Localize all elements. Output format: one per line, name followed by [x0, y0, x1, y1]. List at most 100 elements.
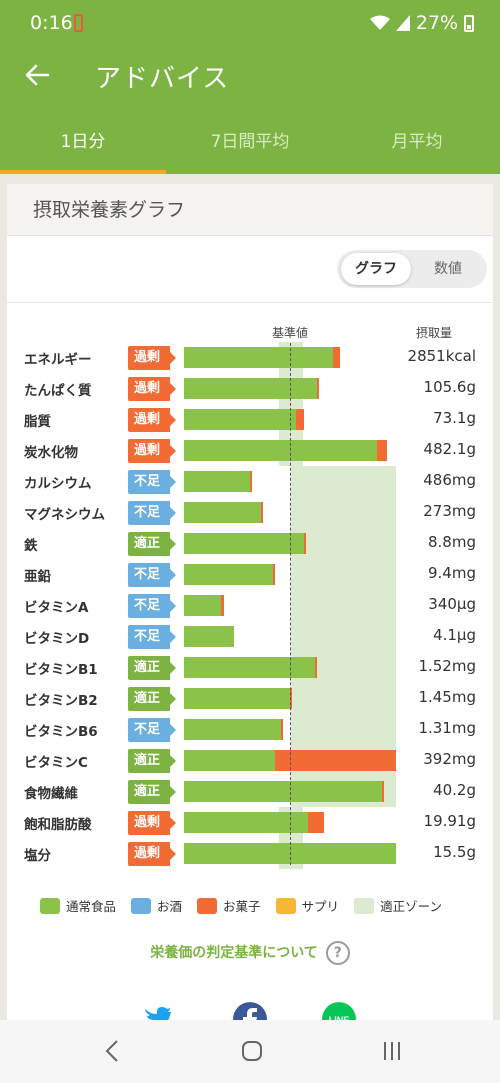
bar-segment-normal-food	[184, 626, 235, 647]
intake-value: 482.1g	[423, 440, 476, 458]
numeric-view-button[interactable]: 数値	[434, 261, 462, 277]
bar-segment-sweets	[332, 347, 341, 368]
legend-label: お酒	[157, 899, 183, 914]
system-nav-bar	[0, 1020, 500, 1083]
tab-monthly-average[interactable]: 月平均	[391, 132, 443, 152]
bar-segment-normal-food	[184, 719, 282, 740]
bar-segment-normal-food	[184, 378, 317, 399]
nutrient-row: ビタミンD 不足 4.1µg	[7, 621, 493, 652]
intake-value: 392mg	[423, 750, 476, 768]
bar-segment-normal-food	[184, 812, 309, 833]
nutrient-row: ビタミンB1 適正 1.52mg	[7, 652, 493, 683]
bar-segment-normal-food	[184, 440, 377, 461]
legend-item-sweets: お菓子	[197, 896, 261, 915]
intake-value: 1.45mg	[418, 688, 476, 706]
nutrient-name: ビタミンD	[24, 631, 90, 647]
bar-segment-normal-food	[184, 750, 275, 771]
status-badge: 適正	[128, 749, 176, 773]
bar-segment-sweets	[308, 812, 325, 833]
intake-value: 105.6g	[423, 378, 476, 396]
legend-swatch	[131, 897, 152, 914]
back-arrow-icon[interactable]	[22, 60, 52, 90]
legend: 通常食品 お酒 お菓子 サプリ 適正ゾーン	[40, 896, 457, 915]
intake-value: 1.31mg	[418, 719, 476, 737]
intake-value: 19.91g	[423, 812, 476, 830]
status-time: 0:16	[30, 12, 73, 34]
tab-seven-day-average[interactable]: 7日間平均	[210, 132, 290, 152]
nutrient-row: マグネシウム 不足 273mg	[7, 497, 493, 528]
badge-arrow	[170, 507, 176, 519]
badge-arrow	[170, 414, 176, 426]
status-badge: 過剰	[128, 811, 176, 835]
intake-bar	[184, 843, 396, 864]
bar-segment-normal-food	[184, 657, 315, 678]
criteria-link[interactable]: 栄養価の判定基準について	[150, 945, 318, 961]
adequate-zone	[291, 559, 396, 590]
status-badge: 過剰	[128, 439, 176, 463]
intake-value: 73.1g	[433, 409, 476, 427]
nutrient-row: 炭水化物 過剰 482.1g	[7, 435, 493, 466]
nutrient-name: たんぱく質	[24, 383, 92, 399]
intake-bar	[184, 502, 264, 523]
badge-arrow	[170, 352, 176, 364]
nutrient-row: ビタミンB2 適正 1.45mg	[7, 683, 493, 714]
nutrient-name: 亜鉛	[24, 569, 51, 585]
legend-label: 適正ゾーン	[380, 899, 442, 914]
criteria-link-row: 栄養価の判定基準について?	[7, 941, 493, 965]
nutrient-name: 鉄	[24, 538, 38, 554]
badge-arrow	[170, 693, 176, 705]
bar-segment-sweets	[316, 378, 319, 399]
adequate-zone	[291, 621, 396, 652]
bar-segment-normal-food	[184, 781, 382, 802]
intake-bar	[184, 812, 325, 833]
legend-label: 通常食品	[66, 899, 117, 914]
nav-home-icon[interactable]	[237, 1038, 267, 1064]
status-badge: 不足	[128, 501, 176, 525]
nutrient-name: ビタミンC	[24, 755, 88, 771]
intake-bar	[184, 657, 317, 678]
legend-item-adequate-zone: 適正ゾーン	[354, 896, 442, 915]
status-badge: 過剰	[128, 408, 176, 432]
intake-bar	[184, 626, 235, 647]
intake-bar	[184, 719, 284, 740]
status-badge: 過剰	[128, 346, 176, 370]
help-icon[interactable]: ?	[325, 941, 350, 965]
bar-segment-normal-food	[184, 688, 290, 709]
nutrient-name: 脂質	[24, 414, 51, 430]
nutrient-row: カルシウム 不足 486mg	[7, 466, 493, 497]
nav-back-icon[interactable]	[98, 1038, 128, 1064]
nutrient-row: 亜鉛 不足 9.4mg	[7, 559, 493, 590]
badge-arrow	[170, 538, 176, 550]
legend-item-supplement: サプリ	[275, 896, 339, 915]
nutrient-name: 食物繊維	[24, 786, 78, 802]
graph-view-button[interactable]: グラフ	[341, 253, 411, 285]
adequate-zone	[291, 528, 396, 559]
bar-segment-normal-food	[184, 347, 333, 368]
nutrient-row: ビタミンA 不足 340µg	[7, 590, 493, 621]
badge-arrow	[170, 817, 176, 829]
bar-segment-sweets	[296, 409, 304, 430]
intake-value: 40.2g	[433, 781, 476, 799]
intake-value: 340µg	[428, 595, 476, 613]
nutrient-name: ビタミンA	[24, 600, 89, 616]
wifi-icon	[369, 15, 390, 30]
intake-bar	[184, 378, 319, 399]
nutrient-name: ビタミンB2	[24, 693, 98, 709]
intake-value: 1.52mg	[418, 657, 476, 675]
nutrient-name: 塩分	[24, 848, 51, 864]
legend-swatch	[354, 897, 375, 914]
tab-one-day[interactable]: 1日分	[0, 104, 166, 174]
nutrient-name: エネルギー	[24, 352, 92, 368]
intake-bar	[184, 564, 275, 585]
card-title: 摂取栄養素グラフ	[7, 184, 493, 236]
nutrient-row: 塩分 過剰 15.5g	[7, 838, 493, 869]
signal-icon	[395, 15, 410, 31]
nutrient-name: 飽和脂肪酸	[24, 817, 92, 833]
nav-recents-icon[interactable]	[377, 1038, 407, 1064]
bar-segment-sweets	[314, 657, 317, 678]
bar-segment-sweets	[281, 719, 284, 740]
bar-segment-sweets	[272, 564, 275, 585]
status-badge: 不足	[128, 718, 176, 742]
intake-bar	[184, 750, 396, 771]
intake-value: 2851kcal	[407, 347, 476, 365]
